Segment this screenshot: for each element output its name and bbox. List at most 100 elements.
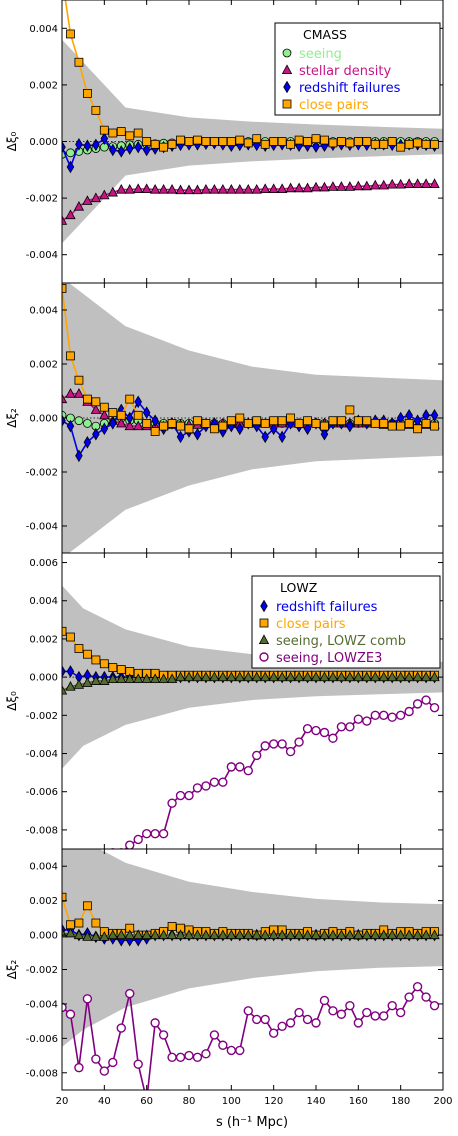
data-point: [243, 766, 253, 776]
x-tick-label: 60: [140, 1096, 153, 1107]
data-point: [379, 710, 389, 721]
data-point: [327, 181, 339, 191]
data-point: [209, 183, 220, 194]
data-point: [420, 178, 432, 188]
data-point: [421, 139, 431, 149]
data-point: [150, 1018, 160, 1028]
data-point: [310, 671, 322, 682]
data-point: [345, 722, 355, 732]
data-point: [66, 632, 75, 642]
legend-entry: stellar density: [299, 64, 392, 79]
data-point: [109, 143, 117, 157]
data-point: [278, 430, 286, 444]
data-point: [327, 671, 339, 682]
y-tick-label: -0.004: [26, 999, 58, 1010]
data-point: [293, 929, 305, 940]
data-point: [133, 420, 144, 431]
y-tick-label: -0.002: [26, 711, 58, 722]
data-point: [142, 143, 151, 157]
panel-second: -0.004 -0.002 0.000 0.002 0.004 Δξ₂: [5, 282, 444, 554]
data-point: [226, 183, 237, 194]
y-tick-label: 0.004: [29, 306, 58, 317]
data-point: [201, 1049, 211, 1059]
data-point: [243, 1006, 253, 1016]
data-point: [353, 416, 363, 426]
data-point: [430, 409, 439, 422]
data-point: [175, 1052, 186, 1062]
data-point: [226, 762, 237, 772]
data-point: [403, 671, 415, 682]
data-point: [235, 1045, 245, 1056]
data-point: [268, 929, 279, 940]
legend-box: [251, 575, 441, 669]
data-point: [183, 184, 195, 195]
data-point: [116, 673, 127, 684]
data-point: [234, 671, 245, 682]
data-point: [65, 388, 76, 398]
y-axis-label: Δξ₂: [5, 408, 19, 428]
data-point: [209, 137, 219, 146]
data-point: [176, 135, 185, 145]
data-point: [192, 929, 203, 940]
data-point: [209, 777, 220, 787]
data-point: [387, 671, 398, 682]
data-point: [167, 1052, 177, 1062]
data-point: [74, 918, 84, 928]
data-point: [226, 929, 237, 940]
series-seeing-lowze3: [110, 695, 440, 849]
data-point: [141, 673, 152, 684]
data-point: [421, 418, 431, 428]
data-point: [260, 139, 270, 149]
data-point: [235, 413, 245, 423]
data-point: [167, 922, 177, 931]
y-tick-label: -0.004: [26, 250, 58, 261]
y-tick-label: 0.002: [29, 634, 58, 645]
data-point: [412, 929, 423, 940]
data-point: [281, 64, 293, 74]
data-point: [83, 394, 92, 404]
data-point: [286, 413, 296, 423]
data-point: [328, 1006, 338, 1016]
data-point: [362, 1007, 372, 1018]
data-point: [303, 416, 312, 426]
series-seeing-lowze3: [62, 982, 440, 1090]
data-point: [100, 132, 109, 145]
data-point: [62, 215, 68, 225]
data-point: [395, 710, 406, 721]
data-point: [73, 679, 85, 689]
data-point: [66, 920, 75, 930]
data-point: [192, 783, 203, 793]
data-point: [133, 128, 143, 138]
data-point: [269, 137, 279, 146]
data-point: [420, 671, 432, 682]
data-point: [413, 424, 423, 434]
series-seeing-lowz-comb: [62, 671, 440, 695]
data-point: [150, 829, 160, 839]
data-point: [99, 189, 110, 200]
y-tick-label: 0.000: [29, 673, 58, 684]
data-point: [193, 135, 202, 145]
y-tick-label: -0.004: [26, 522, 58, 533]
data-point: [319, 929, 330, 940]
series-stellar-density: [62, 178, 440, 225]
data-point: [395, 178, 406, 189]
data-point: [345, 405, 355, 415]
data-point: [310, 181, 322, 192]
data-point: [403, 178, 415, 188]
data-point: [176, 421, 185, 431]
data-point: [133, 929, 144, 940]
x-tick-label: 40: [98, 1096, 111, 1107]
data-point: [293, 182, 305, 193]
data-point: [243, 138, 253, 148]
data-point: [429, 929, 440, 940]
data-point: [217, 671, 229, 682]
data-point: [370, 179, 381, 190]
data-point: [328, 138, 338, 148]
data-point: [175, 929, 186, 940]
y-axis-label: Δξ₂: [5, 959, 19, 979]
data-point: [209, 1030, 220, 1040]
data-point: [107, 186, 118, 197]
data-point: [125, 411, 134, 425]
y-tick-label: 0.002: [29, 360, 58, 371]
